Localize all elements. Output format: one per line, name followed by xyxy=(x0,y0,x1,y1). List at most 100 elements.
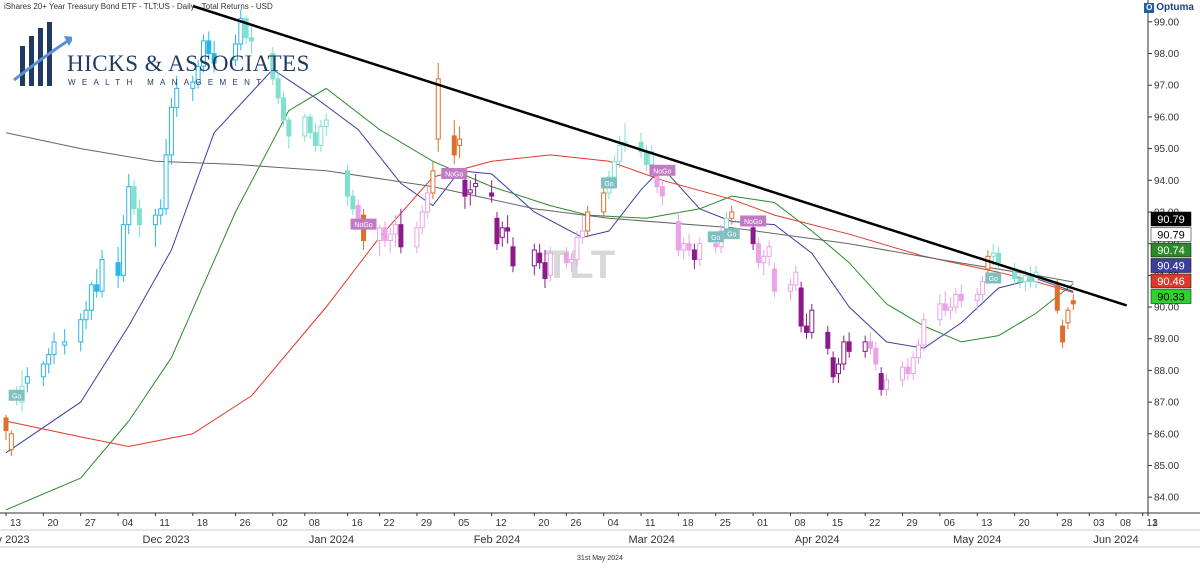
candle-body xyxy=(473,182,479,188)
candle-body xyxy=(46,354,52,365)
x-tick-label: 11 xyxy=(645,518,656,529)
candle-body xyxy=(126,186,132,226)
candle-body xyxy=(131,186,137,210)
candle-body xyxy=(243,18,249,39)
candle-body xyxy=(905,366,911,375)
x-tick-label: 12 xyxy=(496,518,508,529)
last-value-tag xyxy=(1150,227,1192,242)
candle-body xyxy=(643,151,649,165)
x-tick-label: 28 xyxy=(1061,518,1073,529)
x-tick-label: 15 xyxy=(832,518,844,529)
last-value-tag xyxy=(1150,273,1192,289)
candle-body xyxy=(206,40,212,55)
optuma-logo-icon: O xyxy=(1144,3,1155,13)
month-label: Nov 2023 xyxy=(0,534,30,546)
month-label: Dec 2023 xyxy=(143,534,190,546)
candle-body xyxy=(62,341,68,346)
candle-body xyxy=(99,259,105,292)
candle-body xyxy=(8,433,14,451)
candle-body xyxy=(974,293,980,302)
x-tick-label: 16 xyxy=(352,518,364,529)
candle-body xyxy=(425,192,431,213)
x-tick-label: 08 xyxy=(1120,518,1132,529)
x-tick-label: 20 xyxy=(47,518,59,529)
x-tick-label: 25 xyxy=(720,518,732,529)
month-label: Apr 2024 xyxy=(795,534,840,546)
y-tick-label: 94.00 xyxy=(1154,176,1179,187)
y-tick-label: 95.00 xyxy=(1154,144,1179,155)
x-tick-label: 13 xyxy=(1147,518,1159,529)
signal-flag-label: Go xyxy=(12,393,21,400)
candle-body xyxy=(200,40,206,67)
candle-body xyxy=(467,189,473,194)
candle-body xyxy=(638,141,644,153)
candle-body xyxy=(152,214,158,226)
candle-body xyxy=(771,268,777,292)
x-tick-label: 29 xyxy=(421,518,433,529)
candle-body xyxy=(755,243,761,264)
candle-body xyxy=(990,252,996,257)
candle-body xyxy=(1070,300,1076,305)
signal-flag xyxy=(985,272,1002,284)
x-tick-label: 18 xyxy=(682,518,694,529)
candle-body xyxy=(900,366,906,381)
x-tick-label: 04 xyxy=(122,518,134,529)
candle-body xyxy=(798,287,804,327)
candle-body xyxy=(793,271,799,286)
signal-flag-label: Go xyxy=(989,276,998,283)
moving-average-line xyxy=(5,132,1074,283)
ticker-watermark: TLT xyxy=(545,243,615,287)
month-label: Feb 2024 xyxy=(474,534,520,546)
x-tick-label: 08 xyxy=(309,518,321,529)
signal-flag xyxy=(740,215,767,227)
logo-company-name: HICKS & ASSOCIATES xyxy=(67,51,310,76)
signal-flag-label: NoGo xyxy=(445,171,463,178)
x-tick-label: 26 xyxy=(239,518,251,529)
y-tick-label: 90.00 xyxy=(1154,303,1179,314)
candle-body xyxy=(531,249,537,267)
x-tick-label: 08 xyxy=(794,518,806,529)
x-tick-label: 06 xyxy=(944,518,956,529)
candle-body xyxy=(232,43,238,61)
candle-body xyxy=(51,341,57,356)
candle-body xyxy=(163,154,169,210)
signal-flag xyxy=(723,228,740,240)
last-value-label: 90.49 xyxy=(1157,261,1185,273)
moving-average-line xyxy=(5,68,1074,454)
last-value-label: 90.74 xyxy=(1157,245,1185,257)
candle-body xyxy=(980,281,986,295)
candle-body xyxy=(787,284,793,292)
footer-date: 31st May 2024 xyxy=(577,555,623,562)
candle-body xyxy=(803,325,809,333)
x-tick-label: 27 xyxy=(85,518,97,529)
signal-flag xyxy=(601,177,618,189)
candle-body xyxy=(419,211,425,229)
candle-body xyxy=(574,236,580,261)
candle-body xyxy=(195,65,201,83)
candle-body xyxy=(846,341,852,352)
candle-body xyxy=(457,138,463,146)
candle-body xyxy=(729,211,735,219)
candle-body xyxy=(563,252,569,264)
candle-body xyxy=(921,319,927,346)
candle-body xyxy=(585,211,591,232)
resistance-trendline xyxy=(192,4,1128,307)
candle-body xyxy=(499,227,505,238)
y-tick-label: 97.00 xyxy=(1154,81,1179,92)
y-tick-label: 98.00 xyxy=(1154,49,1179,60)
y-tick-label: 99.00 xyxy=(1154,17,1179,28)
candle-body xyxy=(168,106,174,156)
candle-body xyxy=(1060,325,1066,343)
month-label: Jan 2024 xyxy=(309,534,354,546)
y-tick-label: 88.00 xyxy=(1154,366,1179,377)
candle-body xyxy=(451,135,457,156)
candle-body xyxy=(318,125,324,146)
month-label: Jun 2024 xyxy=(1093,534,1138,546)
x-tick-label: 26 xyxy=(570,518,582,529)
x-tick-label: 13 xyxy=(10,518,22,529)
optuma-brand-label: Optuma xyxy=(1156,2,1194,13)
candle-body xyxy=(313,132,319,146)
x-tick-label: 18 xyxy=(197,518,209,529)
